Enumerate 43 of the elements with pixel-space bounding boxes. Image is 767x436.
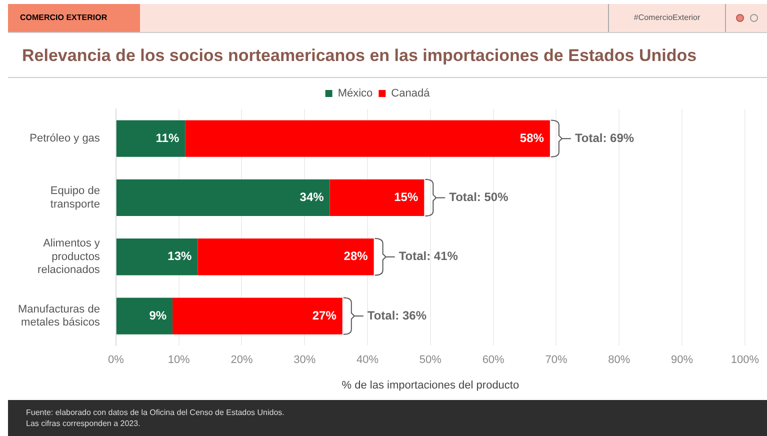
bar (198, 238, 374, 276)
x-tick-label: 50% (419, 354, 442, 366)
total-label: Total: 69% (574, 130, 634, 145)
data-label: 11% (156, 130, 180, 145)
text: #ComercioExterior (608, 4, 726, 32)
total-label: Total: 41% (398, 249, 458, 264)
bar (116, 298, 173, 334)
y-tick-label: Manufacturas de metales básicos (18, 303, 100, 329)
x-tick-label: 100% (730, 354, 760, 366)
data-label: 58% (520, 130, 544, 145)
source-note: Fuente: elaborado con datos de la Oficina del Censo de Estados Unidos. (26, 407, 286, 418)
text: COMERCIO EXTERIOR (8, 4, 140, 32)
data-label: 27% (312, 308, 337, 322)
x-tick-label: 10% (168, 354, 190, 366)
legend-label: México (338, 88, 373, 100)
text: Las cifras corresponden a 2023. (26, 418, 142, 429)
total-label: Total: 50% (449, 190, 509, 204)
total-label: Total: 36% (367, 308, 427, 322)
bar (116, 120, 186, 157)
y-tick-label: Alimentos y productos relacionados (38, 238, 100, 276)
y-tick-label: Petróleo y gas (30, 132, 100, 145)
x-tick-label: 80% (608, 354, 630, 366)
data-label: 34% (300, 190, 324, 204)
x-tick-label: 90% (671, 354, 694, 366)
x-tick-label: 70% (545, 354, 568, 366)
x-tick-label: 0% (108, 354, 124, 366)
x-axis-title: % de las importaciones del producto (342, 379, 520, 392)
bar (185, 120, 550, 157)
legend-label: Canadá (391, 88, 431, 100)
data-label: 15% (394, 190, 418, 204)
chart-title: Relevancia de los socios norteamericanos en las importaciones de Estados Unidos (22, 46, 697, 66)
bar (330, 179, 424, 216)
data-label: 13% (168, 249, 192, 264)
bar (116, 179, 330, 216)
bar (116, 238, 198, 276)
x-tick-label: 20% (230, 354, 253, 366)
data-label: 9% (149, 308, 167, 322)
x-tick-label: 60% (482, 354, 505, 366)
y-tick-label: Equipo de transporte (50, 185, 100, 210)
x-tick-label: 30% (294, 354, 316, 366)
x-tick-label: 40% (356, 354, 379, 366)
bar (172, 298, 342, 334)
data-label: 28% (344, 249, 368, 264)
